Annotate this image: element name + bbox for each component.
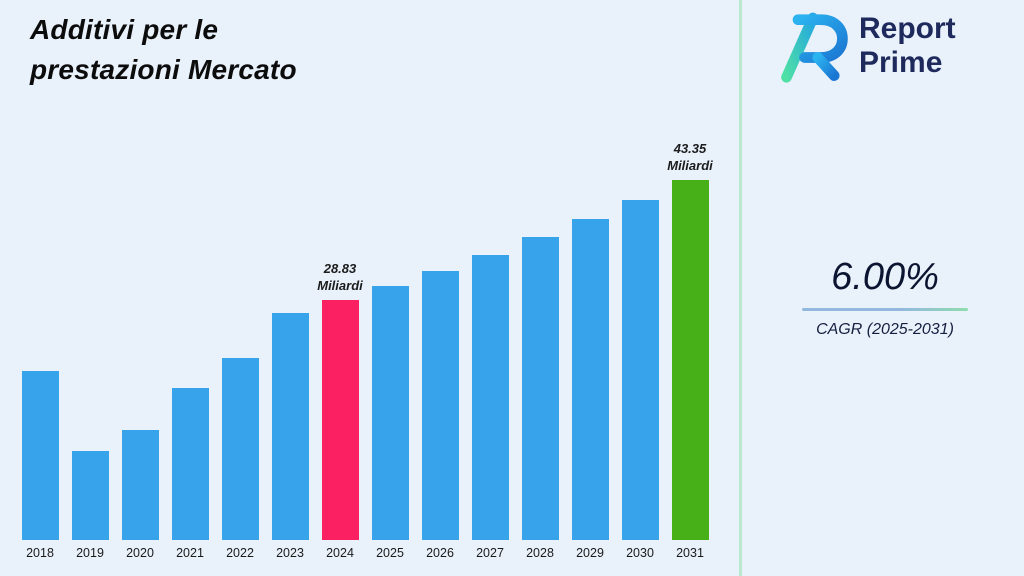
bar-column: 43.35 Miliardi 2031 [665, 140, 715, 562]
bar-column: 2021 [165, 388, 215, 562]
x-axis-label: 2022 [226, 546, 254, 560]
value-annotation: 28.83 Miliardi [317, 260, 363, 294]
x-axis-label: 2023 [276, 546, 304, 560]
bar-2020 [121, 430, 159, 540]
brand-name-line2: Prime [859, 46, 943, 79]
page-title: Additivi per le prestazioni Mercato [30, 10, 297, 90]
bar-column: 2020 [115, 430, 165, 562]
cagr-underline [802, 308, 968, 311]
bar-2027 [471, 255, 509, 540]
bar-2028 [521, 237, 559, 540]
x-axis-label: 2027 [476, 546, 504, 560]
bar-2031 [671, 180, 709, 540]
bar-column: 2023 [265, 313, 315, 562]
vertical-divider [739, 0, 742, 576]
page-title-line2: prestazioni Mercato [30, 53, 297, 85]
bar-2018 [21, 371, 59, 540]
bar-column: 2028 [515, 237, 565, 562]
x-axis-label: 2020 [126, 546, 154, 560]
bar-2026 [421, 271, 459, 540]
x-axis-label: 2031 [676, 546, 704, 560]
cagr-block: 6.00% CAGR (2025-2031) [800, 256, 970, 339]
bar-column: 2027 [465, 255, 515, 562]
x-axis-label: 2025 [376, 546, 404, 560]
bar-2030 [621, 200, 659, 540]
cagr-label: CAGR (2025-2031) [816, 321, 954, 338]
bar-column: 2018 [15, 371, 65, 562]
bar-chart: 2018 2019 2020 2021 2022 2023 28.83 Miliardi 202… [15, 140, 715, 562]
bar-column: 2019 [65, 451, 115, 562]
bar-2022 [221, 358, 259, 540]
x-axis-label: 2024 [326, 546, 354, 560]
bar-column: 28.83 Miliardi 2024 [315, 260, 365, 562]
bar-column: 2025 [365, 286, 415, 562]
x-axis-label: 2018 [26, 546, 54, 560]
x-axis-label: 2029 [576, 546, 604, 560]
bar-2021 [171, 388, 209, 540]
page-title-line1: Additivi per le [30, 14, 219, 45]
bar-2024 [321, 300, 359, 540]
bar-column: 2022 [215, 358, 265, 562]
report-prime-logo-icon [781, 12, 848, 83]
bar-2025 [371, 286, 409, 540]
bar-2029 [571, 219, 609, 540]
brand-name: Report Prime [859, 12, 956, 79]
bar-column: 2026 [415, 271, 465, 562]
x-axis-label: 2019 [76, 546, 104, 560]
bar-2019 [71, 451, 109, 540]
brand-block: Report Prime [775, 8, 956, 84]
x-axis-label: 2030 [626, 546, 654, 560]
x-axis-label: 2021 [176, 546, 204, 560]
bar-column: 2029 [565, 219, 615, 562]
value-annotation: 43.35 Miliardi [667, 140, 713, 174]
x-axis-label: 2028 [526, 546, 554, 560]
bar-2023 [271, 313, 309, 540]
bar-column: 2030 [615, 200, 665, 562]
cagr-value: 6.00% [831, 256, 939, 298]
brand-name-line1: Report [859, 12, 956, 46]
x-axis-label: 2026 [426, 546, 454, 560]
